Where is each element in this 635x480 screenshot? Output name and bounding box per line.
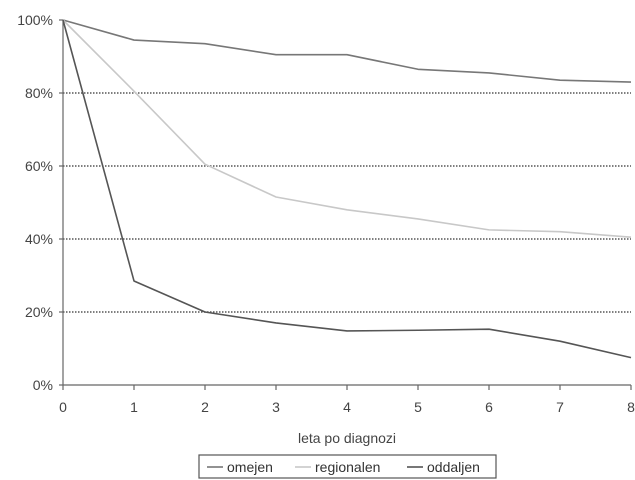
y-tick-label: 80% [25,85,53,101]
series-line-omejen [62,19,632,83]
x-tick-label: 5 [414,399,422,415]
x-tick-label: 4 [343,399,351,415]
y-tick-label: 20% [25,304,53,320]
gridlines [63,92,631,313]
x-tick-label: 8 [627,399,635,415]
x-tick-label: 3 [272,399,280,415]
series-line-oddaljen [62,19,632,359]
x-tick-label: 0 [59,399,67,415]
x-tick-label: 7 [556,399,564,415]
series-line-regionalen [62,19,632,238]
y-tick-label: 60% [25,158,53,174]
legend: omejen regionalen oddaljen [198,454,497,479]
legend-box [198,454,497,479]
x-tick-labels: 0 1 2 3 4 5 6 7 8 [59,385,635,415]
x-tick-label: 2 [201,399,209,415]
y-tick-label: 40% [25,231,53,247]
y-tick-label: 100% [17,12,53,28]
y-tick-labels: 0% 20% 40% 60% 80% 100% [17,12,63,393]
x-tick-label: 6 [485,399,493,415]
x-tick-label: 1 [130,399,138,415]
y-tick-label: 0% [33,377,53,393]
legend-label-oddaljen: oddaljen [427,459,480,475]
series-lines [62,19,632,359]
x-axis-title: leta po diagnozi [298,430,396,446]
legend-label-omejen: omejen [227,459,273,475]
legend-label-regionalen: regionalen [315,459,380,475]
